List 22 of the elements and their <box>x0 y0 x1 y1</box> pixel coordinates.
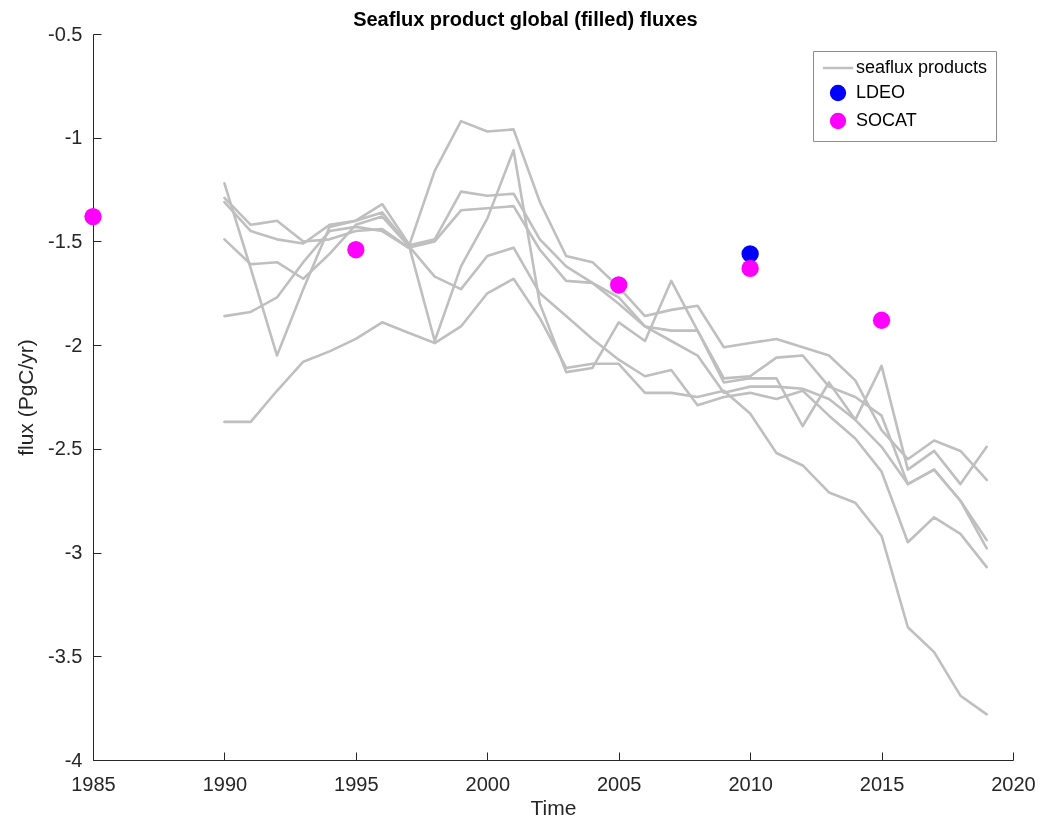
x-tick-label: 1985 <box>71 772 116 795</box>
legend-label: SOCAT <box>856 110 917 130</box>
x-axis-title: Time <box>530 795 577 819</box>
y-tick-label: -0.5 <box>48 22 83 45</box>
x-tick-label: 2000 <box>465 772 511 795</box>
legend-label: LDEO <box>856 82 906 102</box>
y-tick-label: -2.5 <box>48 437 83 460</box>
x-tick-label: 2005 <box>596 772 642 795</box>
x-tick-label: 2015 <box>859 772 905 795</box>
y-tick-label: -2 <box>64 333 83 356</box>
y-tick-label: -1.5 <box>48 229 83 252</box>
y-tick-label: -4 <box>64 748 83 771</box>
y-tick-label: -3 <box>64 541 83 564</box>
y-tick-label: -1 <box>64 126 83 149</box>
x-tick-label: 2010 <box>728 772 773 795</box>
x-tick-label: 2020 <box>991 772 1036 795</box>
chart-title: Seaflux product global (filled) fluxes <box>353 8 698 30</box>
legend-label: seaflux products <box>856 57 988 77</box>
x-tick-label: 1995 <box>334 772 379 795</box>
y-tick-label: -3.5 <box>48 644 83 667</box>
x-tick-label: 1990 <box>202 772 248 795</box>
y-axis-title: flux (PgC/yr) <box>14 339 38 456</box>
